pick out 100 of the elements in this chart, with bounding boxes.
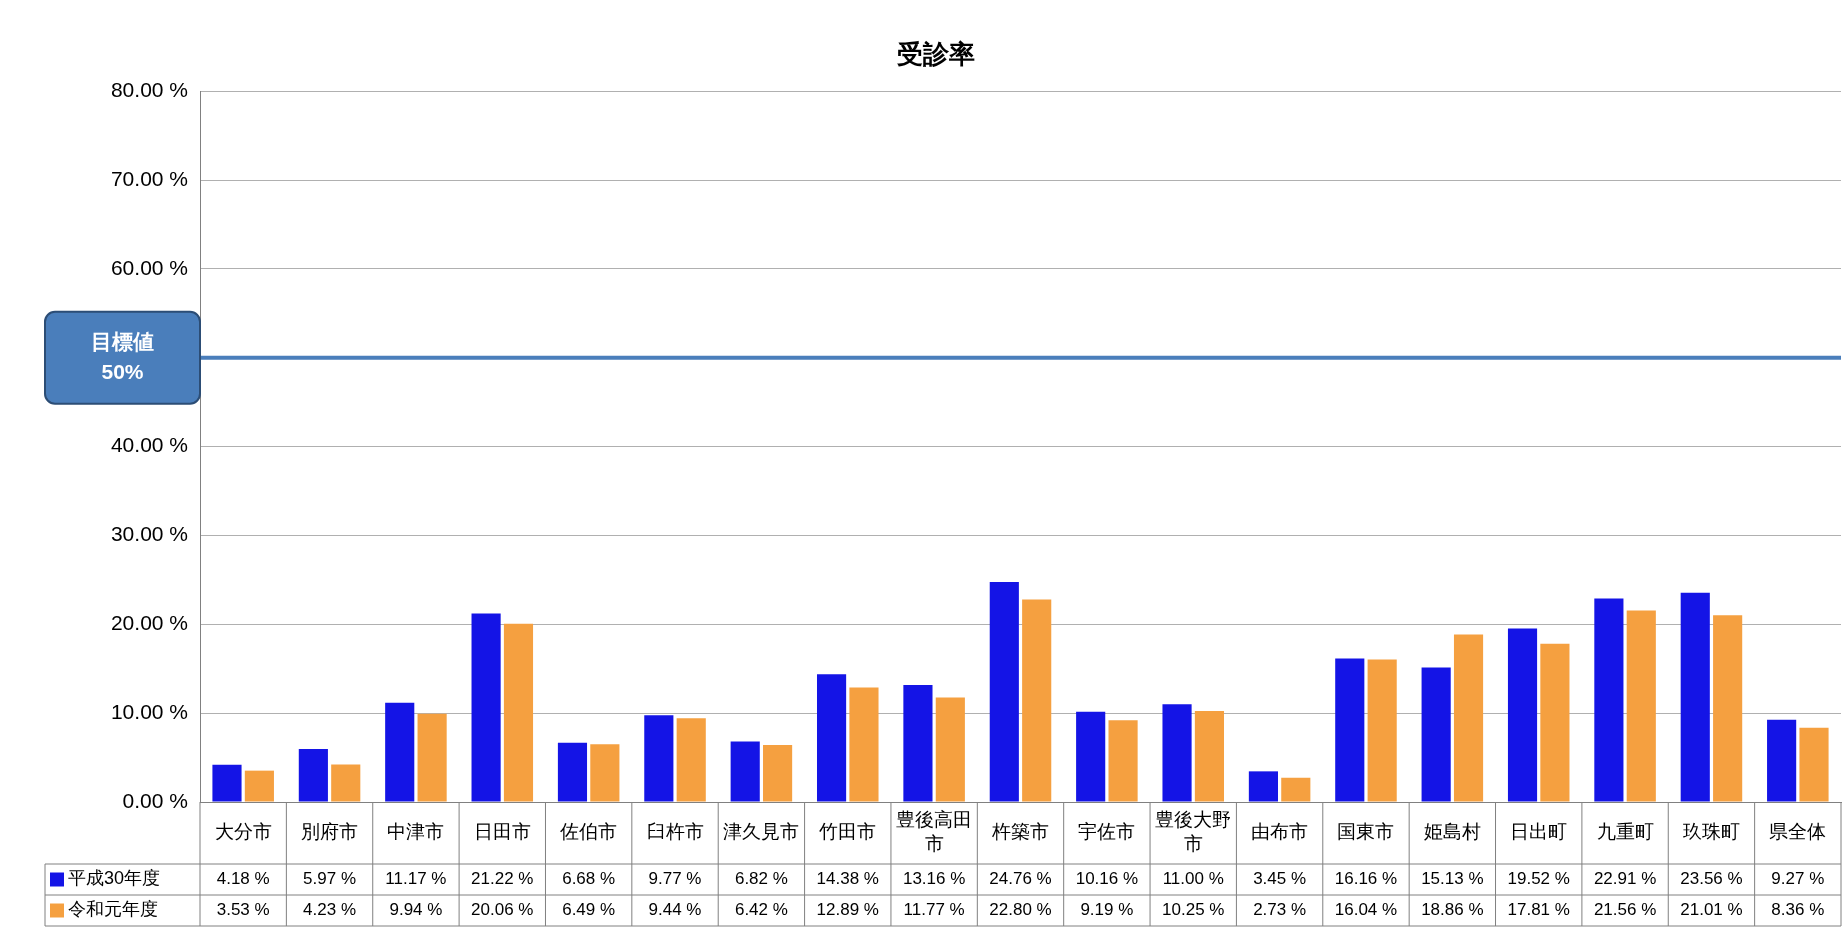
bar — [503, 623, 534, 802]
y-tick-label: 20.00 % — [110, 611, 188, 635]
data-label: 21.56 % — [1593, 900, 1657, 920]
bar — [1799, 727, 1829, 802]
y-tick-label: 0.00 % — [122, 788, 188, 812]
bar — [1367, 659, 1397, 802]
x-tick-label: 宇佐市 — [1078, 821, 1136, 843]
data-label: 21.01 % — [1680, 900, 1743, 920]
data-label: 6.49 % — [562, 900, 616, 920]
data-label: 17.81 % — [1507, 900, 1570, 920]
x-tick-label: 豊後高田市 — [896, 809, 973, 855]
bar — [1335, 658, 1365, 802]
chart-title: 受診率 — [896, 38, 975, 69]
data-label: 21.22 % — [471, 869, 534, 889]
bar — [1076, 711, 1106, 802]
x-tick-label: 県全体 — [1769, 821, 1827, 843]
data-label: 16.04 % — [1334, 900, 1398, 920]
data-label: 18.86 % — [1421, 900, 1484, 920]
data-label: 6.68 % — [562, 869, 616, 889]
data-label: 9.19 % — [1080, 900, 1134, 920]
data-label: 9.77 % — [648, 869, 702, 889]
x-tick-label: 玖珠町 — [1682, 821, 1740, 843]
bar — [1767, 719, 1797, 802]
data-label: 24.76 % — [989, 869, 1052, 889]
bar — [1421, 667, 1451, 802]
x-tick-label: 臼杵市 — [646, 821, 704, 843]
x-tick-label: 日田市 — [473, 821, 531, 843]
bar — [1540, 643, 1570, 802]
bar — [644, 715, 674, 802]
legend-label: 令和元年度 — [68, 899, 158, 920]
bar — [1162, 704, 1192, 802]
x-tick-label: 姫島村 — [1423, 821, 1481, 843]
data-label: 20.06 % — [471, 900, 534, 920]
x-tick-label: 佐伯市 — [560, 821, 618, 843]
bar — [1507, 628, 1538, 802]
data-label: 15.13 % — [1421, 869, 1484, 889]
data-label: 6.42 % — [734, 900, 788, 920]
data-label: 12.89 % — [816, 900, 879, 920]
x-tick-label: 日出町 — [1510, 821, 1568, 843]
data-label: 22.91 % — [1593, 869, 1657, 889]
bar — [1594, 598, 1624, 802]
bar — [903, 685, 933, 802]
bar — [298, 748, 328, 802]
bar — [1248, 771, 1278, 802]
data-label: 10.25 % — [1162, 900, 1225, 920]
bar — [730, 741, 760, 802]
bar — [1281, 777, 1311, 802]
bar — [1453, 634, 1484, 802]
bar — [244, 770, 274, 802]
data-label: 19.52 % — [1507, 869, 1570, 889]
x-tick-label: 竹田市 — [819, 821, 877, 843]
bar — [1022, 599, 1052, 802]
data-label: 13.16 % — [902, 869, 966, 889]
bar — [1713, 615, 1743, 802]
data-label: 4.23 % — [303, 900, 357, 920]
data-label: 6.82 % — [734, 869, 788, 889]
bar — [557, 742, 588, 802]
data-label: 10.16 % — [1075, 869, 1139, 889]
data-label: 3.45 % — [1253, 869, 1307, 889]
y-tick-label: 40.00 % — [110, 433, 188, 457]
bar — [676, 718, 706, 802]
y-tick-label: 10.00 % — [110, 699, 188, 723]
bar — [816, 674, 847, 802]
x-tick-label: 中津市 — [387, 821, 445, 843]
bar — [849, 687, 879, 802]
x-tick-label: 別府市 — [301, 821, 359, 843]
bar — [471, 613, 501, 802]
bar — [989, 582, 1019, 802]
y-tick-label: 30.00 % — [110, 522, 188, 546]
bar — [1626, 610, 1656, 802]
bar — [1194, 710, 1225, 802]
x-tick-label: 由布市 — [1251, 821, 1309, 843]
legend-label: 平成30年度 — [68, 868, 161, 889]
data-label: 8.36 % — [1771, 900, 1825, 920]
data-label: 23.56 % — [1680, 869, 1743, 889]
x-tick-label: 大分市 — [214, 821, 272, 843]
data-label: 11.17 % — [385, 869, 447, 889]
x-tick-label: 豊後大野市 — [1155, 809, 1232, 855]
data-label: 9.44 % — [648, 900, 702, 920]
ref-line-label: 目標値 50% — [91, 329, 154, 383]
data-label: 2.73 % — [1253, 900, 1307, 920]
bar — [763, 744, 793, 802]
x-tick-label: 九重町 — [1596, 821, 1654, 843]
y-tick-label: 60.00 % — [110, 255, 188, 279]
bar — [385, 702, 415, 802]
bar — [1680, 592, 1710, 802]
data-label: 16.16 % — [1334, 869, 1398, 889]
data-label: 9.94 % — [389, 900, 443, 920]
data-label: 4.18 % — [216, 869, 270, 889]
bar — [331, 764, 361, 802]
data-label: 14.38 % — [816, 869, 879, 889]
x-tick-label: 津久見市 — [723, 821, 800, 843]
data-label: 11.77 % — [903, 900, 965, 920]
bar — [212, 764, 242, 802]
data-label: 9.27 % — [1771, 869, 1825, 889]
bar — [417, 713, 447, 802]
data-label: 5.97 % — [303, 869, 357, 889]
bar — [1108, 720, 1138, 802]
data-label: 22.80 % — [989, 900, 1052, 920]
x-tick-label: 杵築市 — [991, 821, 1049, 843]
